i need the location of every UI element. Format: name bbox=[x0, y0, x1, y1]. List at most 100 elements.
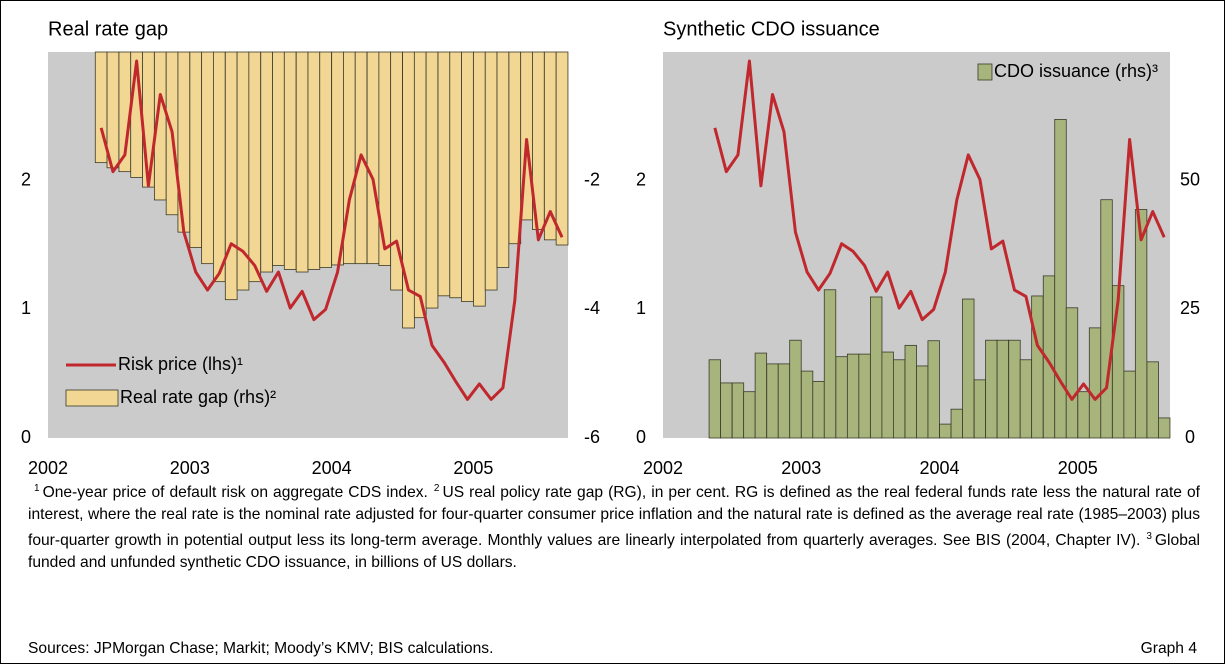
bar bbox=[1019, 359, 1033, 439]
footnotes: 1 One-year price of default risk on aggre… bbox=[28, 478, 1200, 574]
bar bbox=[1100, 199, 1113, 439]
footnote-text: One-year price of default risk on aggreg… bbox=[42, 484, 428, 502]
y2-tick-label: 50 bbox=[1180, 169, 1200, 189]
footnote-mark: 3 bbox=[1146, 531, 1152, 543]
y-tick-label: 1 bbox=[21, 298, 31, 318]
bar bbox=[870, 296, 883, 439]
x-tick-label: 2005 bbox=[453, 458, 493, 478]
bar bbox=[881, 351, 894, 439]
bar bbox=[473, 51, 486, 307]
y2-tick-label: -4 bbox=[584, 298, 600, 318]
bar bbox=[437, 51, 451, 297]
line bbox=[99, 59, 564, 401]
bar bbox=[413, 51, 427, 319]
x-tick-label: 2004 bbox=[312, 458, 352, 478]
bar bbox=[777, 363, 791, 439]
x-tick-label: 2003 bbox=[170, 458, 210, 478]
bar bbox=[916, 365, 929, 439]
bar bbox=[484, 51, 498, 291]
bar bbox=[378, 51, 392, 266]
bar bbox=[212, 51, 226, 283]
x-tick-label: 2002 bbox=[28, 458, 68, 478]
bar bbox=[425, 51, 439, 309]
y2-tick-label: -6 bbox=[584, 427, 600, 447]
bar bbox=[904, 344, 917, 439]
chart-title: Synthetic CDO issuance bbox=[663, 18, 880, 40]
bar bbox=[142, 51, 155, 188]
bar bbox=[766, 363, 779, 439]
bar bbox=[985, 339, 998, 439]
footnote-text: US real policy rate gap (RG), in per cen… bbox=[28, 484, 1200, 550]
bar bbox=[307, 51, 321, 270]
footnote-mark: 2 bbox=[433, 483, 440, 494]
y-tick-label: 0 bbox=[21, 427, 31, 447]
bar bbox=[366, 51, 380, 265]
footnote-mark: 1 bbox=[34, 483, 40, 494]
bar bbox=[1134, 209, 1148, 439]
legend-swatch bbox=[65, 389, 119, 407]
bar bbox=[708, 359, 722, 439]
y-tick-label: 0 bbox=[636, 427, 646, 447]
bar bbox=[892, 359, 906, 439]
footnote-text: Global funded and unfunded synthetic CDO… bbox=[28, 532, 1200, 572]
bar bbox=[272, 51, 285, 266]
bar bbox=[496, 51, 510, 268]
bar bbox=[939, 423, 952, 439]
bar bbox=[789, 339, 802, 439]
sources: Sources: JPMorgan Chase; Markit; Moody’s… bbox=[28, 640, 494, 657]
bar bbox=[973, 379, 987, 439]
bar bbox=[846, 353, 860, 439]
bar bbox=[720, 382, 733, 439]
bar bbox=[1088, 327, 1102, 439]
bar bbox=[224, 51, 238, 301]
bar bbox=[106, 51, 120, 169]
legend-swatch bbox=[977, 63, 993, 81]
bar bbox=[283, 51, 297, 270]
y2-tick-label: 0 bbox=[1185, 427, 1195, 447]
graph-label: Graph 4 bbox=[1140, 640, 1197, 657]
x-tick-label: 2002 bbox=[643, 458, 683, 478]
legend-item: Risk price (lhs)¹ bbox=[66, 354, 243, 374]
chart-title: Real rate gap bbox=[48, 18, 168, 40]
bar bbox=[1146, 361, 1159, 439]
bar bbox=[1031, 295, 1044, 439]
legend-label: Real rate gap (rhs)² bbox=[120, 387, 276, 407]
bar bbox=[248, 51, 262, 283]
bar bbox=[555, 51, 569, 246]
bar bbox=[331, 51, 344, 266]
bar bbox=[812, 380, 825, 439]
bar bbox=[823, 289, 837, 439]
x-tick-label: 2005 bbox=[1058, 458, 1098, 478]
bar bbox=[201, 51, 214, 265]
bar bbox=[295, 51, 309, 273]
bar bbox=[1065, 307, 1079, 439]
bar bbox=[1054, 119, 1067, 439]
bar bbox=[1008, 339, 1021, 439]
legend-label: CDO issuance (rhs)³ bbox=[994, 61, 1158, 81]
bar bbox=[1123, 370, 1136, 439]
bar bbox=[461, 51, 474, 303]
bar bbox=[189, 51, 203, 248]
bar bbox=[1158, 417, 1171, 439]
line bbox=[713, 59, 1166, 401]
bar bbox=[835, 356, 848, 439]
bar bbox=[743, 391, 756, 439]
bar bbox=[260, 51, 273, 273]
bar bbox=[449, 51, 462, 299]
bar bbox=[319, 51, 332, 268]
x-tick-label: 2004 bbox=[919, 458, 959, 478]
bar bbox=[927, 340, 940, 439]
y-tick-label: 2 bbox=[21, 169, 31, 189]
y-tick-label: 2 bbox=[636, 169, 646, 189]
legend-item: Real rate gap (rhs)² bbox=[65, 387, 276, 407]
bar bbox=[754, 352, 768, 439]
bar bbox=[962, 298, 975, 439]
bar bbox=[508, 51, 522, 245]
bar bbox=[1077, 391, 1090, 439]
bar bbox=[858, 353, 871, 439]
bar bbox=[731, 382, 745, 439]
y2-tick-label: -2 bbox=[584, 169, 600, 189]
bar bbox=[950, 408, 963, 439]
